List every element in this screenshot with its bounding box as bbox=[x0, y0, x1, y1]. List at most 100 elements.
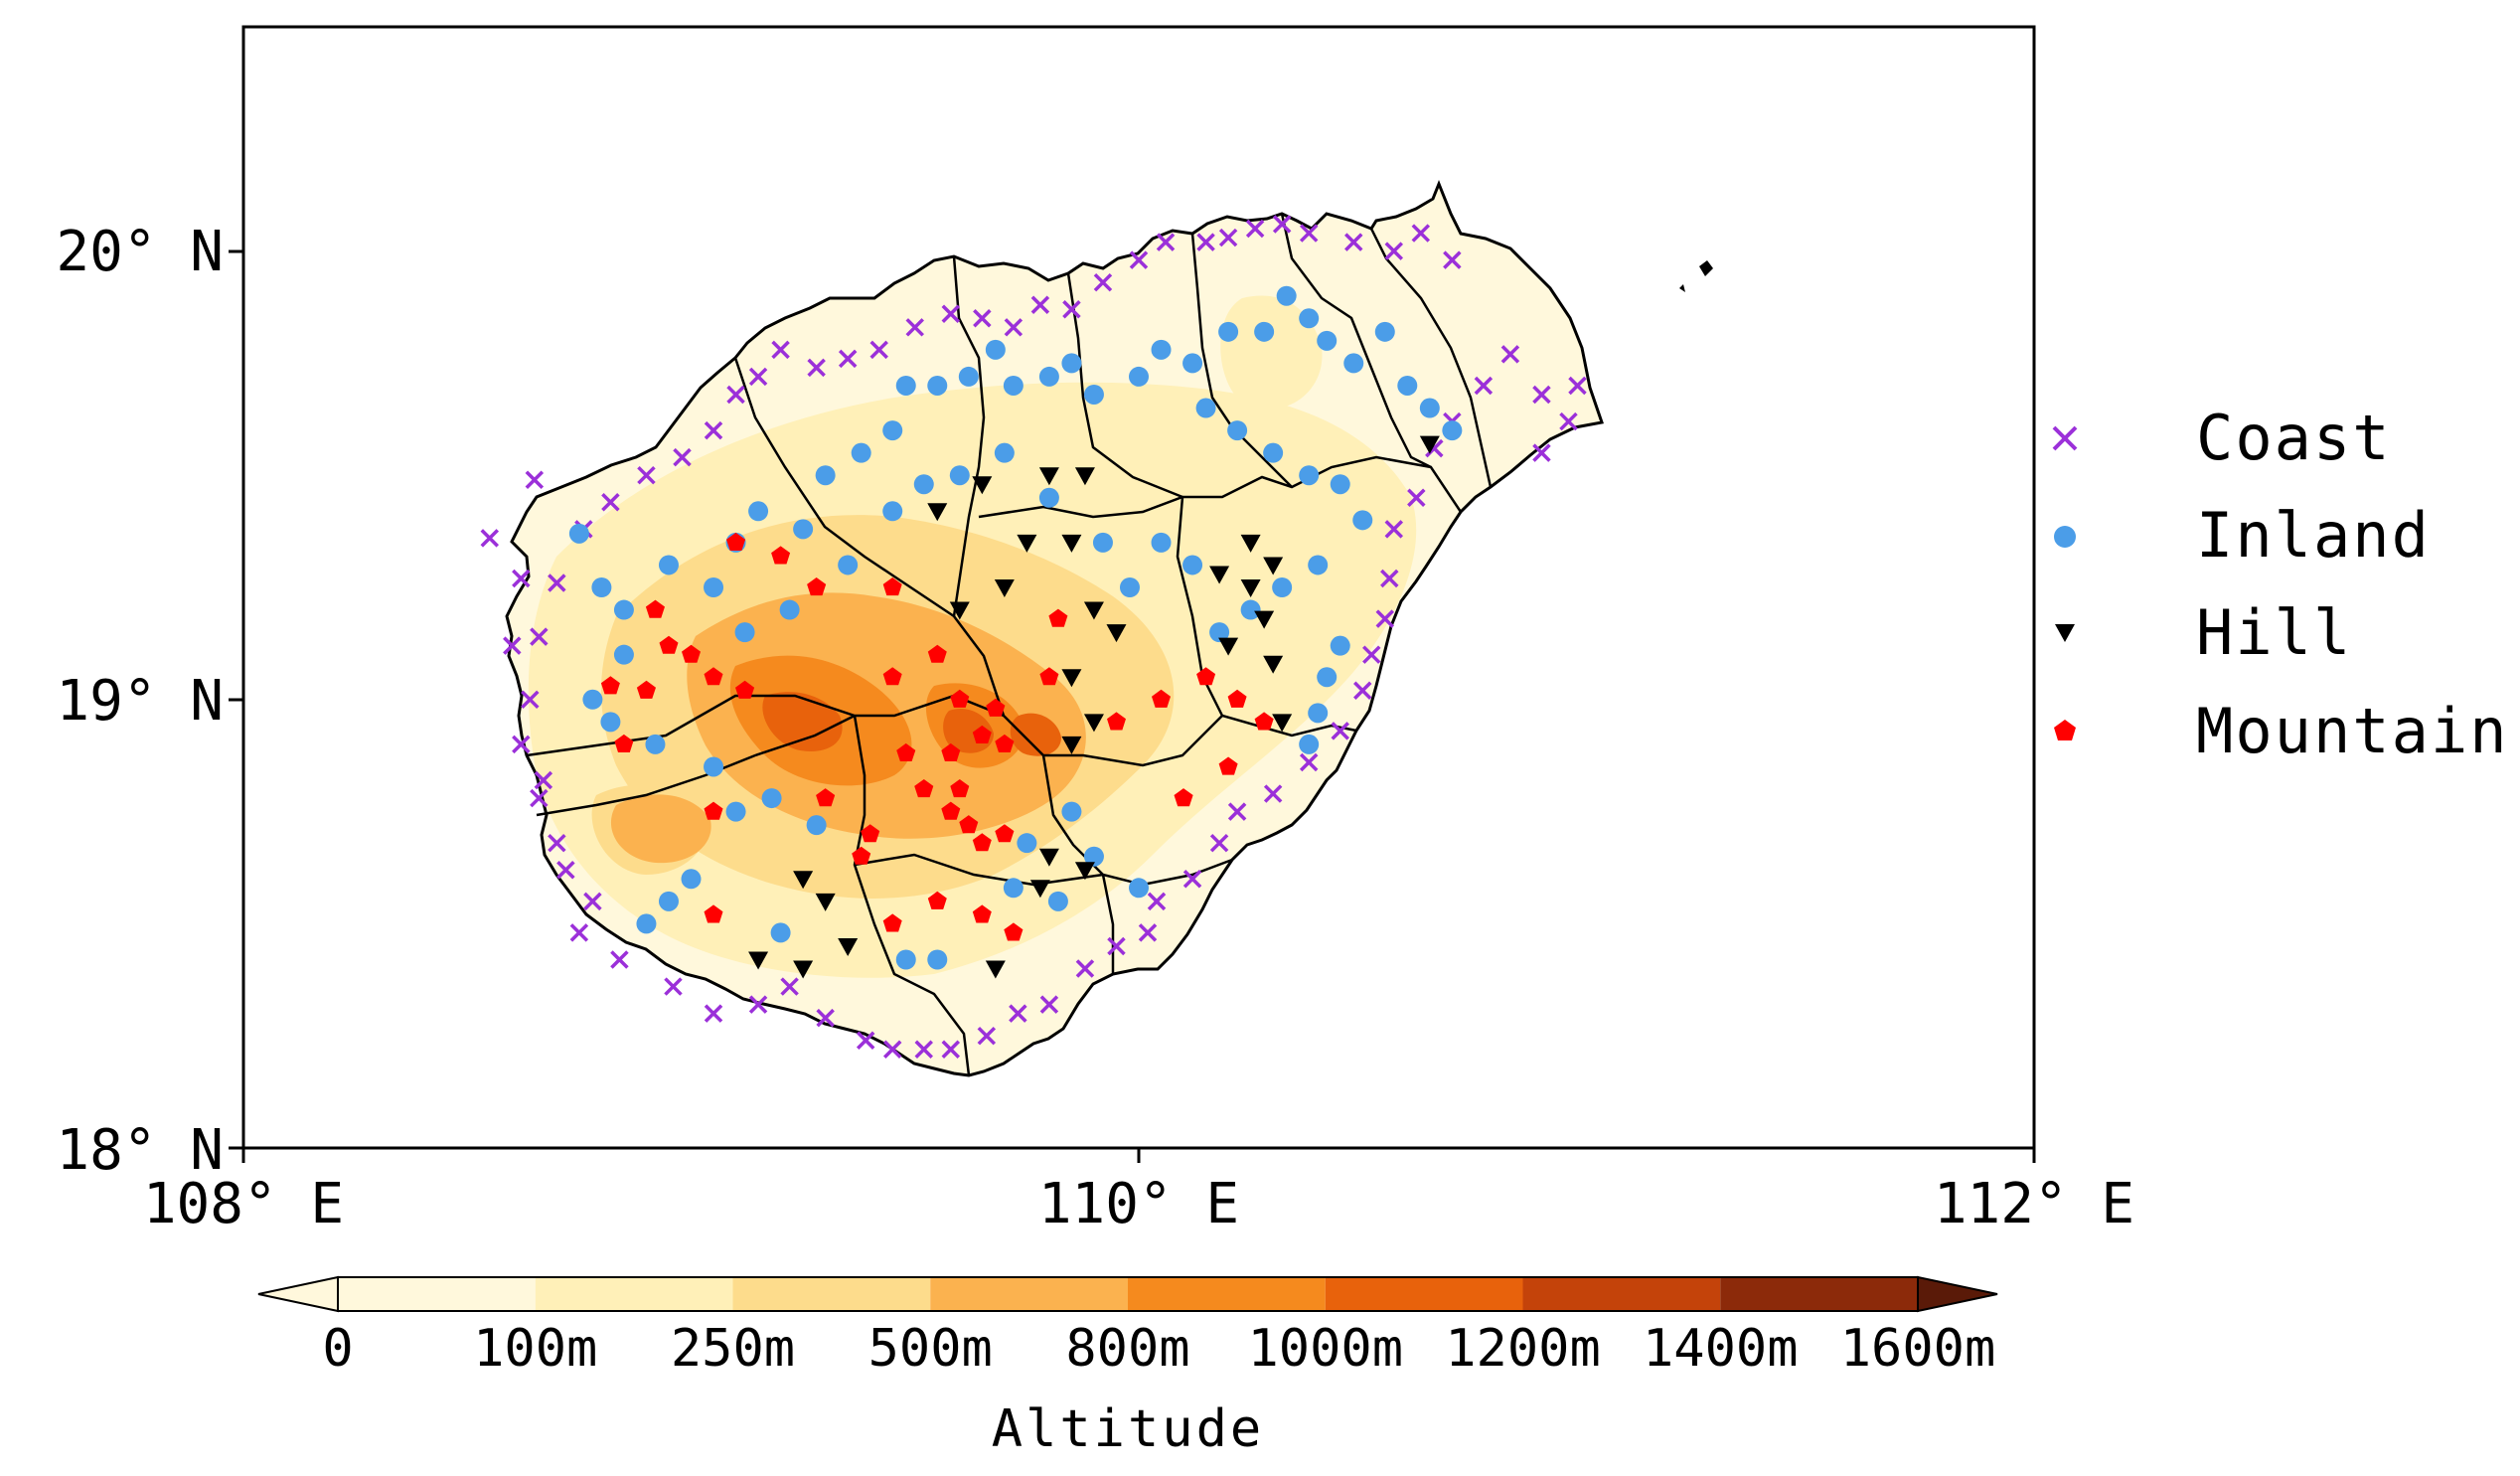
station-inland-64 bbox=[636, 913, 657, 934]
station-markers bbox=[480, 215, 1587, 1059]
station-mountain-16 bbox=[972, 725, 992, 743]
station-inland-25 bbox=[1182, 353, 1203, 374]
station-coast-78 bbox=[548, 833, 566, 853]
station-inland-16 bbox=[927, 375, 948, 396]
station-mountain-34 bbox=[882, 913, 902, 932]
colorbar-title: Altitude bbox=[992, 1399, 1264, 1459]
station-coast-54 bbox=[1156, 233, 1176, 251]
station-mountain-8 bbox=[636, 680, 656, 699]
station-inland-58 bbox=[704, 756, 724, 777]
station-inland-23 bbox=[1129, 366, 1149, 387]
station-inland-39 bbox=[1299, 465, 1320, 486]
station-coast-15 bbox=[882, 1040, 902, 1059]
station-coast-3 bbox=[503, 636, 522, 655]
legend-label-mountain: Mountain bbox=[2196, 695, 2509, 767]
station-coast-17 bbox=[941, 1040, 961, 1059]
station-coast-26 bbox=[1209, 833, 1229, 853]
colorbar-tick-label: 100m bbox=[473, 1319, 597, 1379]
legend-marker-hill bbox=[2055, 624, 2075, 642]
station-inland-37 bbox=[1227, 420, 1248, 441]
station-coast-28 bbox=[1263, 784, 1283, 803]
station-inland-74 bbox=[1299, 734, 1320, 754]
station-hill-25 bbox=[815, 893, 836, 911]
colorbar-tick-label: 500m bbox=[868, 1319, 993, 1379]
station-hill-1 bbox=[972, 476, 993, 495]
colorbar-tick-label: 1600m bbox=[1840, 1319, 1996, 1379]
station-hill-20 bbox=[1272, 714, 1293, 733]
station-mountain-13 bbox=[882, 667, 902, 686]
station-hill-3 bbox=[1074, 467, 1095, 486]
station-coast-21 bbox=[1075, 959, 1095, 978]
station-inland-77 bbox=[1330, 635, 1350, 656]
station-mountain-7 bbox=[735, 680, 755, 699]
station-inland-48 bbox=[1119, 577, 1140, 597]
station-hill-6 bbox=[1083, 601, 1104, 620]
station-mountain-29 bbox=[704, 801, 723, 820]
station-mountain-6 bbox=[704, 667, 723, 686]
station-mountain-33 bbox=[1004, 922, 1024, 941]
station-coast-10 bbox=[704, 1004, 723, 1023]
station-mountain-15 bbox=[986, 698, 1006, 717]
station-inland-61 bbox=[806, 815, 827, 836]
lat-tick-19: 19° N bbox=[56, 669, 224, 734]
station-hill-5 bbox=[1061, 534, 1082, 553]
station-inland-57 bbox=[734, 622, 755, 643]
station-coast-18 bbox=[977, 1026, 997, 1046]
station-coast-69 bbox=[704, 420, 723, 440]
station-coast-56 bbox=[1093, 272, 1113, 292]
station-hill-7 bbox=[1106, 624, 1127, 643]
station-coast-41 bbox=[1532, 385, 1551, 405]
station-inland-63 bbox=[658, 891, 679, 911]
station-mountain-23 bbox=[959, 815, 979, 834]
station-hill-29 bbox=[985, 960, 1006, 979]
station-inland-54 bbox=[882, 501, 903, 522]
station-inland-19 bbox=[1003, 375, 1024, 396]
station-coast-66 bbox=[771, 340, 790, 360]
station-inland-53 bbox=[913, 474, 934, 495]
station-coast-32 bbox=[1362, 645, 1381, 664]
station-coast-75 bbox=[530, 627, 549, 646]
legend-label-hill: Hill bbox=[2196, 596, 2352, 669]
station-mountain-24 bbox=[995, 824, 1015, 843]
station-mountain-43 bbox=[1196, 667, 1216, 686]
station-inland-59 bbox=[725, 801, 746, 822]
station-mountain-40 bbox=[1218, 756, 1238, 775]
station-inland-12 bbox=[815, 465, 836, 486]
station-mountain-9 bbox=[600, 676, 620, 695]
station-mountain-18 bbox=[941, 742, 961, 761]
station-mountain-11 bbox=[882, 577, 902, 596]
colorbar-extend-low bbox=[257, 1275, 339, 1313]
station-inland-70 bbox=[1083, 846, 1104, 867]
station-inland-62 bbox=[681, 869, 702, 890]
station-coast-43 bbox=[1559, 411, 1578, 431]
station-coast-6 bbox=[556, 861, 575, 880]
station-hill-21 bbox=[1038, 848, 1059, 867]
station-coast-57 bbox=[1062, 300, 1081, 319]
station-hill-11 bbox=[1240, 534, 1261, 553]
station-hill-18 bbox=[1083, 714, 1104, 733]
station-coast-48 bbox=[1344, 233, 1363, 251]
station-inland-31 bbox=[1343, 353, 1364, 374]
station-coast-11 bbox=[748, 995, 768, 1014]
colorbar-cell-1 bbox=[535, 1277, 733, 1311]
station-mountain-27 bbox=[852, 846, 871, 865]
station-coast-50 bbox=[1272, 215, 1292, 234]
station-inland-10 bbox=[748, 501, 769, 522]
station-mountain-21 bbox=[950, 779, 970, 798]
station-hill-10 bbox=[1209, 566, 1230, 584]
colorbar-cell-3 bbox=[930, 1277, 1128, 1311]
station-coast-35 bbox=[1384, 520, 1404, 539]
station-inland-76 bbox=[1317, 667, 1338, 688]
station-inland-26 bbox=[1218, 321, 1239, 342]
station-inland-55 bbox=[838, 555, 859, 575]
station-coast-9 bbox=[664, 977, 683, 996]
station-coast-62 bbox=[905, 318, 924, 337]
station-inland-40 bbox=[1330, 474, 1350, 495]
station-coast-76 bbox=[521, 690, 540, 710]
colorbar-cell-7 bbox=[1720, 1277, 1918, 1311]
station-hill-12 bbox=[1263, 557, 1284, 575]
station-inland-66 bbox=[895, 949, 916, 970]
station-mountain-14 bbox=[950, 689, 970, 708]
station-mountain-5 bbox=[682, 644, 701, 663]
